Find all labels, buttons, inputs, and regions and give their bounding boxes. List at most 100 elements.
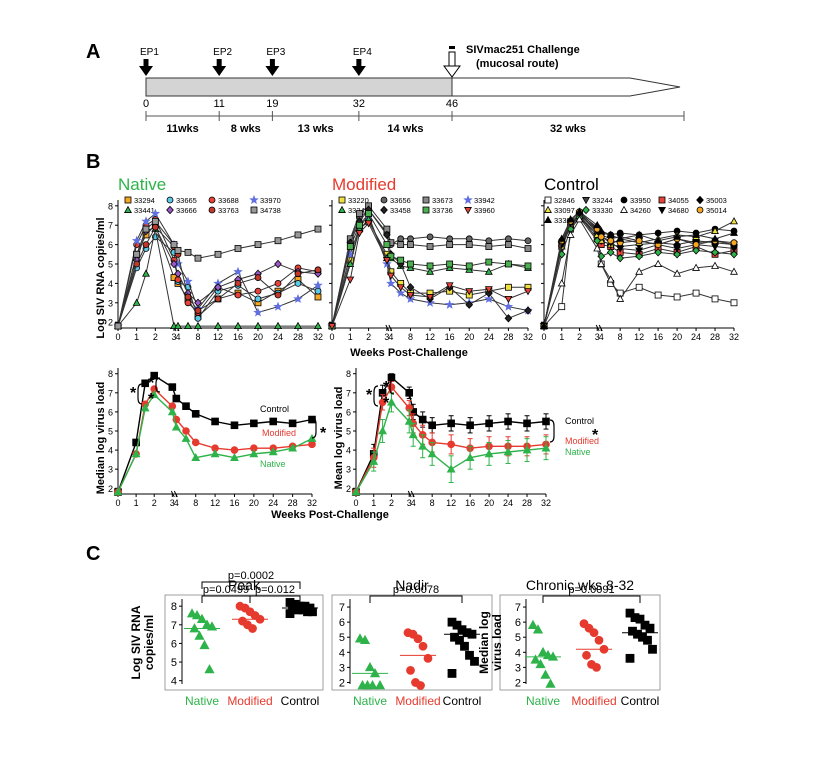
- legend-marker-33294: [124, 196, 132, 204]
- point-33390-32: [730, 228, 738, 236]
- y-tick-label: 6: [515, 617, 521, 629]
- point-Native-2: [149, 389, 159, 399]
- interval-label-1: 11wks: [166, 123, 198, 135]
- point-33736-6: [397, 256, 405, 264]
- legend-label-33244: 33244: [592, 196, 613, 205]
- dot-Native-2: [364, 661, 376, 672]
- point-Native-8: [191, 452, 201, 462]
- dot-Control-7: [460, 641, 469, 651]
- x-tick-label: 3: [171, 332, 176, 342]
- median-label-modified: Modified: [262, 428, 296, 438]
- x-tick-label: 16: [465, 498, 475, 508]
- dot-Control-10: [447, 669, 457, 678]
- x-tick-label: 8: [618, 332, 623, 342]
- x-tick-label: 20: [464, 332, 474, 342]
- dot-Native-6: [194, 630, 205, 640]
- category-label-Control: Control: [621, 694, 660, 708]
- mean-ylabel: Mean log virus load: [333, 387, 345, 490]
- point-34738-24: [274, 237, 282, 245]
- point-33248-20: [465, 265, 474, 273]
- y-tick-label: 4: [171, 676, 177, 688]
- dot-Native-1: [532, 624, 544, 634]
- point-33390-0: [540, 321, 548, 330]
- point-33763-32: [314, 266, 322, 274]
- x-tick-label: 4: [175, 332, 180, 342]
- point-Control-12: [211, 417, 219, 426]
- point-33665-8: [194, 314, 202, 322]
- x-tick-label: 16: [653, 332, 663, 342]
- legend-marker-33942: [463, 194, 473, 205]
- x-tick-label: 2: [389, 498, 394, 508]
- point-33673-12: [426, 243, 434, 250]
- x-tick-label: 8: [193, 498, 198, 508]
- point-33441-16: [234, 321, 242, 330]
- challenge-subtitle: (mucosal route): [476, 58, 559, 70]
- point-33960-12: [426, 294, 435, 302]
- x-tick-label: 28: [503, 332, 513, 342]
- point-33970-1: [131, 235, 142, 245]
- x-tick-label: 28: [710, 332, 720, 342]
- point-Native-8: [427, 449, 437, 458]
- point-34260-1.5: [566, 230, 575, 238]
- point-Control-20: [485, 419, 493, 428]
- point-33656-28: [505, 235, 512, 243]
- point-Native-20: [484, 449, 494, 458]
- title-modified: Modified: [332, 175, 396, 194]
- dot-Modified-3: [418, 641, 428, 651]
- legend-marker-33666: [166, 205, 174, 215]
- legend-marker-35003: [696, 195, 704, 205]
- y-label: Log SIV RNA: [129, 605, 143, 679]
- point-33458-20: [465, 300, 474, 309]
- point-Control-28: [288, 419, 297, 428]
- y-tick-label: 6: [171, 638, 177, 650]
- timeline-bar: [145, 77, 453, 97]
- point-33330-28: [711, 248, 719, 257]
- x-tick-label: 1: [371, 498, 376, 508]
- legend-marker-34738: [250, 206, 258, 214]
- point-34260-6: [606, 275, 615, 283]
- x-tick-label: 3: [407, 498, 412, 508]
- y-tick-label: 8: [171, 601, 177, 613]
- point-33763-20: [254, 274, 262, 281]
- legend-control: 32846 33244 33950 34055 35003 33097 33330 34260…: [544, 195, 727, 225]
- point-34260-28: [711, 261, 720, 269]
- dot-Native-8: [204, 664, 215, 674]
- point-33294-32: [314, 293, 322, 301]
- interval-label-3: 13 wks: [298, 123, 334, 135]
- point-33330-32: [730, 250, 738, 259]
- point-33970-24: [273, 301, 283, 311]
- x-tick-label: 32: [541, 498, 551, 508]
- x-tick-label: 24: [503, 498, 513, 508]
- dot-Modified-2: [589, 628, 599, 638]
- panel-b-xlabel: Weeks Post-Challenge: [350, 347, 468, 359]
- timeline-ep-markers: EP1 EP2 EP3 EP4: [139, 46, 461, 78]
- x-tick-label: 20: [672, 332, 682, 342]
- point-33763-8: [194, 307, 202, 314]
- ep-arrow-shaft-1: [143, 59, 149, 67]
- legend-label-33950: 33950: [630, 196, 651, 205]
- point-Control-32: [542, 417, 550, 426]
- point-Native-3: [167, 407, 177, 416]
- point-Native-1.5: [140, 403, 150, 412]
- series-line-Native: [355, 401, 547, 493]
- dot-Native-3: [369, 667, 381, 678]
- point-Native-16: [230, 452, 239, 462]
- point-33248-12: [426, 267, 435, 275]
- point-Control-3: [405, 389, 413, 397]
- category-label-Control: Control: [281, 694, 320, 708]
- mean-label-native: Native: [565, 447, 591, 457]
- point-Modified-32: [308, 440, 316, 449]
- point-33248-1: [346, 259, 355, 267]
- interval-label-4: 14 wks: [387, 123, 423, 135]
- x-tick-label: 28: [522, 498, 532, 508]
- dot-Native-5: [189, 623, 200, 633]
- legend-marker-33656: [380, 196, 388, 204]
- point-Control-8: [428, 421, 436, 430]
- point-Native-4: [171, 422, 181, 431]
- point-Native-0: [351, 487, 361, 496]
- point-33656-12: [426, 233, 434, 241]
- legend-label-33390: 33390: [554, 216, 575, 225]
- y-tick-label: 4: [346, 446, 351, 456]
- dot-Native-4: [547, 651, 559, 661]
